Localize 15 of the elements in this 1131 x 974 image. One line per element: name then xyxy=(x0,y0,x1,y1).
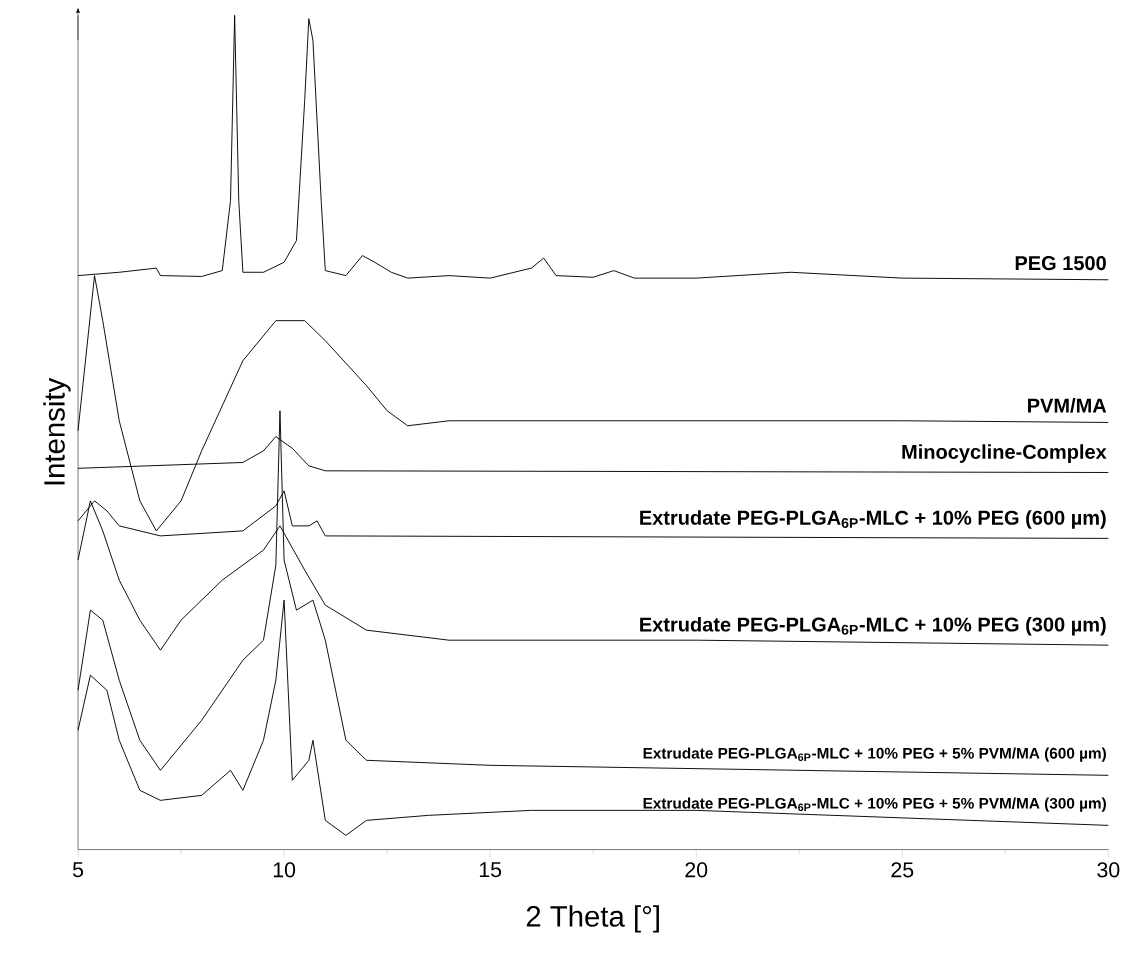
series-label: Extrudate PEG-PLGA$_{6P}$-MLC + 10% PEG (300 µm) xyxy=(640,617,1106,636)
series-label: Extrudate PEG-PLGA$_{6P}$-MLC + 10% PEG + 5% PVM/MA (600 µm) xyxy=(643,747,1106,762)
series-label: Minocycline-Complex xyxy=(902,444,1107,464)
x-tick-label: 25 xyxy=(891,862,914,878)
x-tick-label: 20 xyxy=(685,862,708,878)
x-tick-label: 30 xyxy=(1097,862,1120,878)
x-axis-title: 2 Theta [°] xyxy=(526,905,659,933)
x-tick-label: 15 xyxy=(479,862,502,878)
series-label: PVM/MA xyxy=(1028,398,1107,414)
series-label: Extrudate PEG-PLGA$_{6P}$-MLC + 10% PEG + 5% PVM/MA (300 µm) xyxy=(643,797,1106,812)
series-label: PEG 1500 xyxy=(1015,256,1106,271)
x-tick-label: 5 xyxy=(72,862,84,878)
y-axis-title: Intensity xyxy=(43,378,71,485)
x-tick-label: 10 xyxy=(273,862,296,878)
series-label: Extrudate PEG-PLGA$_{6P}$-MLC + 10% PEG (600 µm) xyxy=(640,510,1106,529)
